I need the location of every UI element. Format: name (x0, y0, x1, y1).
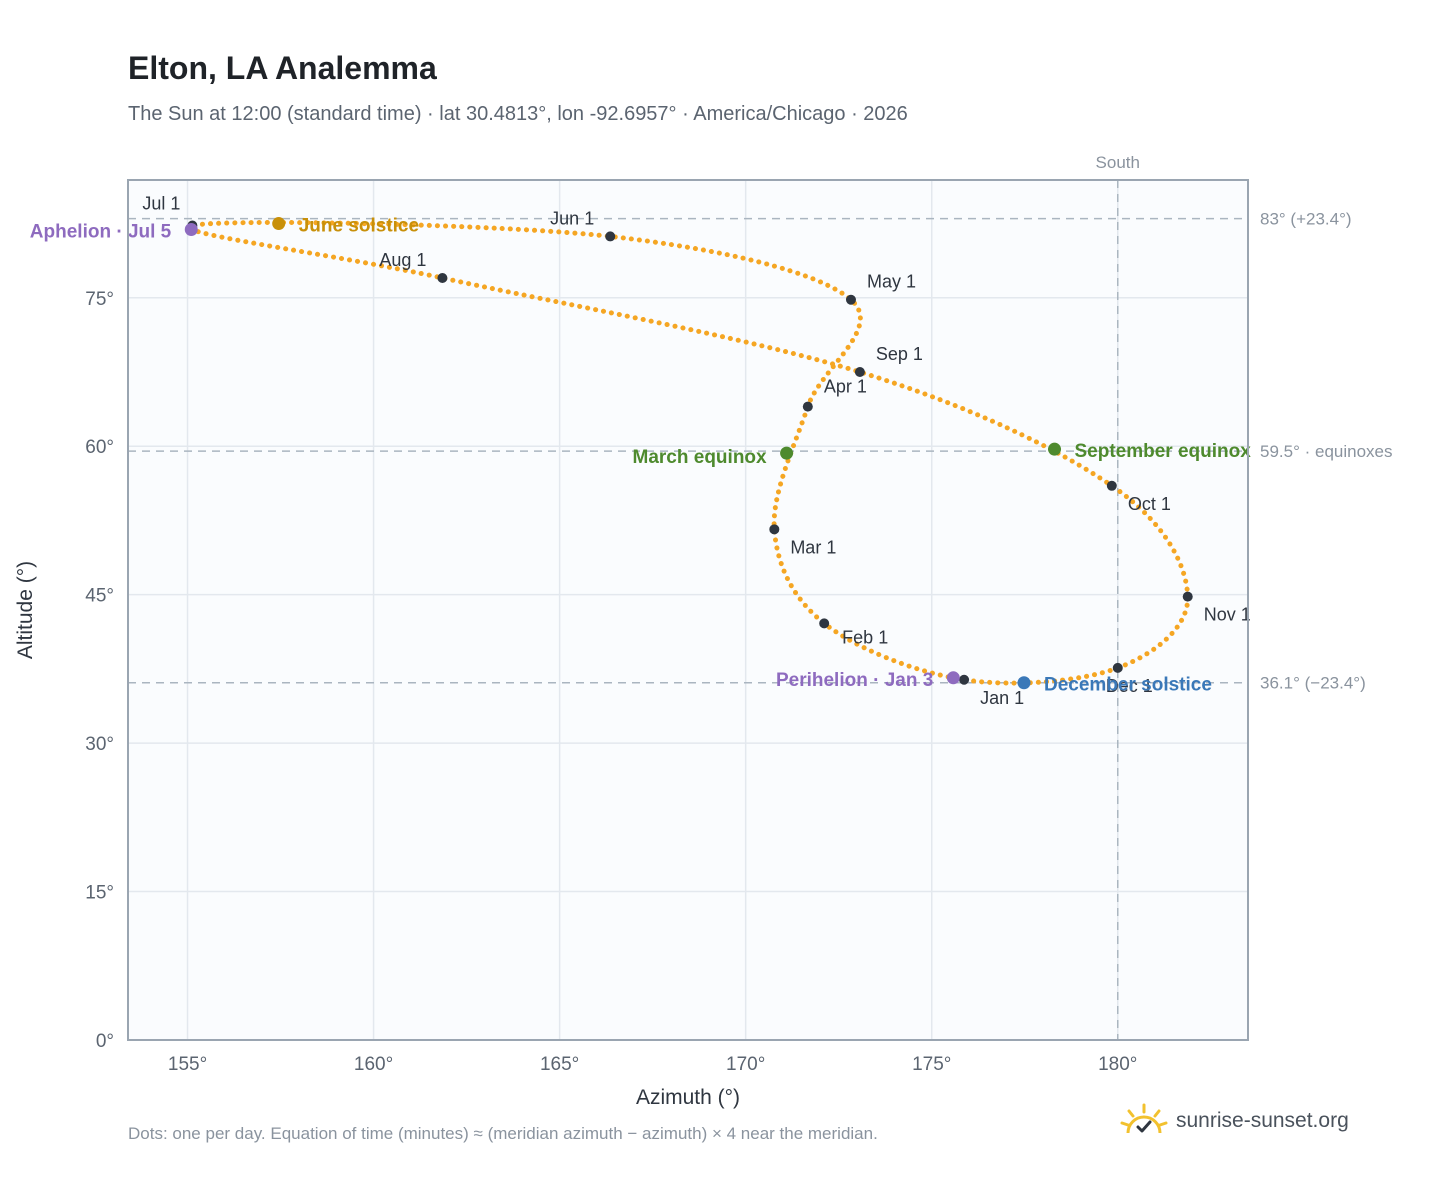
reference-lines: 83° (+23.4°) 59.5° · equinoxes 36.1° (−23.… (128, 180, 1393, 1040)
month-marker-aug-1 (437, 272, 448, 283)
axis-ticks: 155° 160° 165° 170° 175° 180° 0° 15° 30° 45° 60° 75… (85, 289, 1137, 1075)
y-axis-label: Altitude (°) (14, 561, 37, 659)
month-marker-jun-1 (605, 231, 616, 242)
x-tick-label: 165° (540, 1054, 579, 1075)
reference-line-label: 36.1° (−23.4°) (1260, 674, 1366, 693)
event-marker-aphelion-jul-5 (184, 222, 198, 236)
brand-name: sunrise-sunset.org (1176, 1109, 1349, 1132)
reference-line-label: 59.5° · equinoxes (1260, 442, 1393, 461)
event-label-december-solstice: December solstice (1044, 675, 1212, 696)
month-label-jan-1: Jan 1 (980, 688, 1024, 708)
sun-logo-icon (1120, 1103, 1168, 1134)
y-tick-label: 75° (85, 289, 114, 310)
month-label-feb-1: Feb 1 (842, 627, 888, 647)
event-marker-perihelion-jan-3 (946, 671, 960, 685)
y-tick-label: 45° (85, 586, 114, 607)
event-marker-june-solstice (272, 217, 286, 231)
month-label-oct-1: Oct 1 (1128, 494, 1171, 514)
event-markers: June solstice December solstice March equi… (30, 216, 1251, 696)
reference-line-label: 83° (+23.4°) (1260, 210, 1352, 229)
month-marker-nov-1 (1182, 591, 1193, 602)
month-label-dec-1: Dec 1 (1106, 676, 1153, 696)
month-marker-mar-1 (769, 524, 780, 535)
chart-subtitle: The Sun at 12:00 (standard time) · lat 3… (128, 103, 908, 125)
x-tick-label: 155° (168, 1054, 207, 1075)
event-label-perihelion-jan-3: Perihelion · Jan 3 (776, 670, 933, 691)
month-marker-oct-1 (1106, 480, 1117, 491)
plot-frame (127, 179, 1249, 1041)
month-label-may-1: May 1 (867, 272, 916, 292)
month-marker-jan-1 (959, 674, 970, 685)
month-label-sep-1: Sep 1 (876, 344, 923, 364)
plot-area (128, 180, 1248, 1040)
month-marker-feb-1 (819, 618, 830, 629)
footnote: Dots: one per day. Equation of time (min… (128, 1124, 878, 1143)
month-label-jun-1: Jun 1 (550, 208, 594, 228)
event-marker-september-equinox (1048, 442, 1062, 456)
month-marker-may-1 (845, 294, 856, 305)
event-label-june-solstice: June solstice (299, 216, 419, 237)
event-label-aphelion-jul-5: Aphelion · Jul 5 (30, 221, 172, 242)
event-label-march-equinox: March equinox (633, 447, 768, 468)
y-tick-label: 30° (85, 734, 114, 755)
event-marker-march-equinox (780, 446, 794, 460)
month-marker-dec-1 (1112, 662, 1123, 673)
month-label-aug-1: Aug 1 (379, 250, 426, 270)
month-label-apr-1: Apr 1 (824, 377, 867, 397)
event-label-september-equinox: September equinox (1075, 441, 1252, 462)
month-marker-sep-1 (854, 366, 865, 377)
meridian-label: South (1096, 153, 1140, 172)
month-label-nov-1: Nov 1 (1204, 605, 1251, 625)
y-tick-label: 60° (85, 437, 114, 458)
month-label-mar-1: Mar 1 (790, 537, 836, 557)
x-tick-label: 180° (1098, 1054, 1137, 1075)
month-markers: Jan 1 Feb 1 Mar 1 Apr 1 May 1 Jun 1 Jul 1 Aug 1… (142, 194, 1250, 708)
x-tick-label: 170° (726, 1054, 765, 1075)
chart-title: Elton, LA Analemma (128, 50, 437, 86)
x-axis-label: Azimuth (°) (636, 1086, 740, 1109)
x-tick-label: 175° (912, 1054, 951, 1075)
x-tick-label: 160° (354, 1054, 393, 1075)
brand[interactable]: sunrise-sunset.org (1120, 1103, 1349, 1139)
month-marker-apr-1 (802, 401, 813, 412)
event-marker-december-solstice (1017, 676, 1031, 690)
y-tick-label: 15° (85, 883, 114, 904)
month-label-jul-1: Jul 1 (142, 194, 180, 214)
y-tick-label: 0° (96, 1031, 114, 1052)
